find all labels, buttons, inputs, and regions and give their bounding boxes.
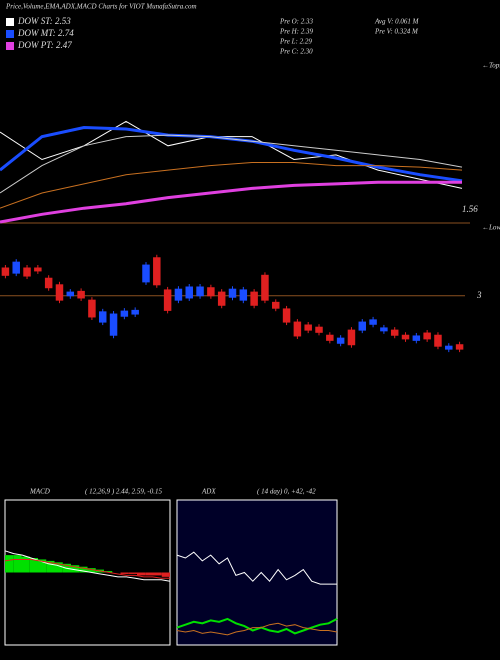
series-line <box>4 559 170 579</box>
histogram-bar <box>137 572 146 576</box>
candle-body <box>390 329 399 336</box>
candle-body <box>455 344 464 350</box>
page-title: Price,Volume,EMA,ADX,MACD Charts for VIO… <box>5 3 197 11</box>
candle-body <box>131 309 139 315</box>
panel-title: ADX <box>201 488 216 496</box>
histogram-bar <box>79 566 88 573</box>
series-line <box>0 134 463 194</box>
tops-label: ←Tops <box>482 62 500 70</box>
panel-title: MACD <box>29 488 50 496</box>
histogram-bar <box>120 572 129 574</box>
panel-subtitle: ( 14 day) 0, +42, -42 <box>257 488 316 496</box>
series-line <box>4 550 171 582</box>
histogram-bar <box>29 558 38 573</box>
legend-label: DOW ST: 2.53 <box>17 16 71 26</box>
candle-body <box>315 326 323 333</box>
candle-body <box>217 291 226 306</box>
candle-body <box>120 310 129 317</box>
legend-swatch <box>6 18 14 26</box>
histogram-bar <box>145 572 154 576</box>
candle-body <box>12 261 20 274</box>
candle-body <box>77 290 85 299</box>
candle-body <box>369 319 377 325</box>
lows-label: ←Lows <box>482 224 500 232</box>
pre-open: Pre O: 2.33 <box>279 18 313 26</box>
candle-body <box>239 289 248 301</box>
candle-body <box>261 274 269 301</box>
histogram-bar <box>46 560 55 573</box>
candle-body <box>412 335 421 341</box>
pre-high: Pre H: 2.39 <box>279 28 313 36</box>
candle-body <box>423 332 431 340</box>
candle-body <box>272 301 280 309</box>
histogram-bar <box>38 559 47 573</box>
candle-body <box>336 337 345 344</box>
panel-frame <box>176 499 338 646</box>
candle-body <box>358 321 367 331</box>
candle-body <box>88 299 96 318</box>
legend-label: DOW PT: 2.47 <box>17 40 72 50</box>
candle-body <box>44 277 53 289</box>
last-label: 1.56 <box>462 204 478 214</box>
candle-body <box>445 345 453 350</box>
candle-body <box>98 311 107 323</box>
candle-body <box>250 291 258 306</box>
histogram-bar <box>128 572 137 574</box>
candle-body <box>109 313 118 336</box>
candle-body <box>174 288 183 301</box>
series-line <box>0 180 462 224</box>
avg-volume: Avg V: 0.061 M <box>374 18 420 26</box>
candle-body <box>55 284 64 301</box>
legend-swatch <box>6 42 14 50</box>
candle-body <box>293 321 302 337</box>
candle-body <box>347 329 356 346</box>
histogram-bar <box>5 555 14 573</box>
candle-body <box>34 267 42 272</box>
candle-body <box>228 288 237 298</box>
legend-swatch <box>6 30 14 38</box>
histogram-bar <box>21 556 30 573</box>
candle-body <box>185 286 193 299</box>
candle-body <box>66 291 75 297</box>
histogram-bar <box>87 568 96 573</box>
legend-label: DOW MT: 2.74 <box>17 28 74 38</box>
series-line <box>176 617 338 635</box>
candle-body <box>1 267 10 276</box>
pre-low: Pre L: 2.29 <box>279 38 312 46</box>
candle-body <box>401 334 410 340</box>
series-line <box>0 162 463 209</box>
histogram-bar <box>13 555 22 573</box>
candle-body <box>196 286 204 297</box>
histogram-bar <box>161 572 170 577</box>
histogram-bar <box>54 562 63 573</box>
candle-body <box>434 334 442 347</box>
pre-close: Pre C: 2.30 <box>279 48 313 56</box>
candle-body <box>304 324 312 331</box>
candle-body <box>282 308 291 323</box>
candle-body <box>380 327 388 332</box>
series-line <box>176 622 338 636</box>
panel-subtitle: ( 12,26,9 ) 2.44, 2.59, -0.15 <box>85 488 162 496</box>
histogram-bar <box>71 565 80 573</box>
candle-body <box>142 264 150 283</box>
series-line <box>176 551 337 585</box>
candle-body <box>207 287 215 297</box>
candle-body <box>163 289 172 311</box>
pre-volume: Pre V: 0.324 M <box>374 28 419 36</box>
histogram-bar <box>153 572 162 576</box>
candle-body <box>23 267 31 277</box>
histogram-bar <box>104 571 113 573</box>
series-line <box>0 120 463 189</box>
candle-body <box>326 334 334 341</box>
y-tick-label: 3 <box>476 290 482 300</box>
candle-body <box>153 257 161 286</box>
